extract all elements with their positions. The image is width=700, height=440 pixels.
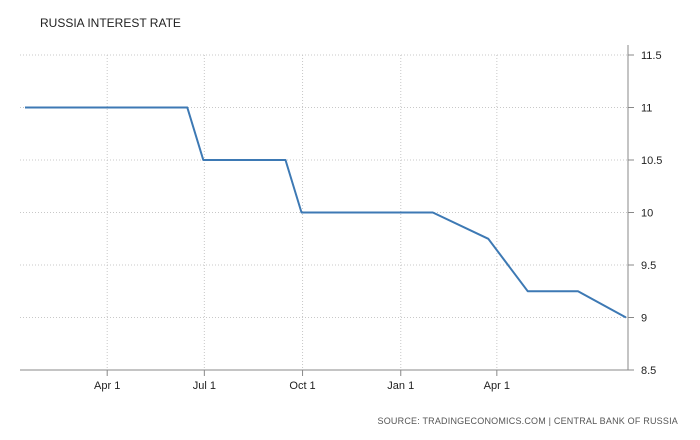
y-tick-label: 11 — [641, 103, 652, 115]
series-layer — [25, 106, 627, 319]
y-tick-label: 9.5 — [641, 260, 656, 272]
y-tick-labels: 8.5 9 9.5 10 10.5 11 11.5 — [641, 50, 662, 377]
chart-title: RUSSIA INTEREST RATE — [40, 16, 181, 30]
x-tick-label: Oct 1 — [289, 380, 315, 392]
x-tick-label: Jan 1 — [387, 380, 414, 392]
axes — [20, 45, 634, 376]
x-tick-labels: Apr 1 Jul 1 Oct 1 Jan 1 Apr 1 — [94, 380, 510, 392]
y-tick-label: 9 — [641, 313, 647, 325]
x-tick-label: Apr 1 — [94, 380, 120, 392]
source-note: SOURCE: TRADINGECONOMICS.COM | CENTRAL B… — [377, 416, 678, 426]
y-tick-label: 10 — [641, 208, 653, 220]
x-tick-label: Apr 1 — [484, 380, 510, 392]
y-tick-label: 8.5 — [641, 365, 656, 377]
x-tick-label: Jul 1 — [193, 380, 216, 392]
y-tick-label: 11.5 — [641, 50, 662, 62]
series-line — [25, 106, 627, 319]
y-tick-label: 10.5 — [641, 155, 662, 167]
